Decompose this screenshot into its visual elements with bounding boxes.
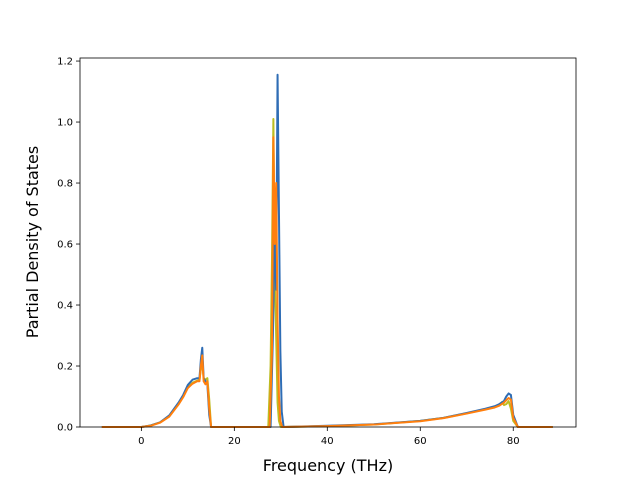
y-tick-label: 0.6 [57, 240, 73, 251]
x-axis-ticks: 0 20 40 60 80 [138, 427, 520, 447]
y-tick-label: 0.2 [57, 362, 73, 373]
x-tick-label: 40 [321, 436, 334, 447]
y-tick-label: 1.0 [57, 118, 73, 129]
y-tick-label: 0.8 [57, 179, 73, 190]
series-line-2 [101, 73, 553, 428]
y-tick-label: 0.4 [57, 301, 73, 312]
x-tick-label: 60 [414, 436, 427, 447]
y-tick-label: 1.2 [57, 57, 73, 68]
x-tick-label: 20 [228, 436, 241, 447]
y-axis-ticks: 0.0 0.2 0.4 0.6 0.8 1.0 1.2 [57, 57, 80, 434]
x-tick-label: 0 [138, 436, 144, 447]
series-line-3 [101, 136, 553, 428]
plot-frame [79, 57, 577, 428]
y-tick-label: 0.0 [57, 423, 73, 434]
series-layer [101, 73, 553, 428]
x-axis-label: Frequency (THz) [263, 456, 393, 475]
x-tick-label: 80 [507, 436, 520, 447]
y-axis-label: Partial Density of States [23, 146, 42, 338]
series-line-1 [101, 117, 553, 428]
